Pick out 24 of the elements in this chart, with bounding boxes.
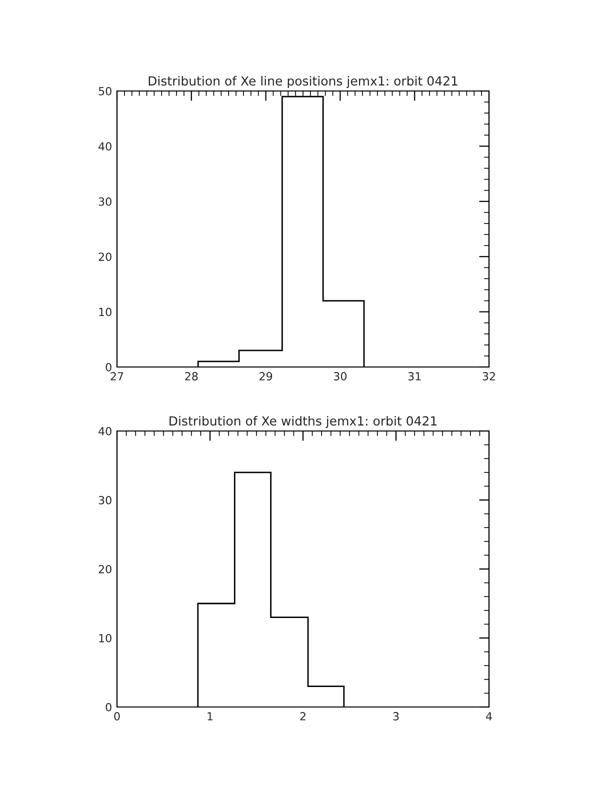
x-tick-label: 4: [486, 712, 492, 720]
x-tick-label: 0: [114, 712, 120, 720]
y-tick-label: 10: [99, 634, 112, 642]
y-tick-label: 0: [106, 362, 112, 372]
y-tick-label: 40: [98, 426, 112, 436]
x-tick-label: 31: [408, 372, 421, 380]
x-tick-label: 29: [260, 372, 272, 380]
x-tick-label: 28: [185, 372, 198, 380]
x-tick-label: 1: [208, 712, 213, 720]
y-tick-label: 20: [98, 564, 112, 574]
y-tick-label: 10: [99, 308, 112, 316]
y-tick-label: 20: [98, 252, 112, 261]
y-tick-label: 0: [106, 702, 112, 712]
chart-title: Distribution of Xe widths jemx1: orbit 0421: [170, 416, 436, 428]
x-tick-label: 2: [300, 712, 306, 720]
x-tick-label: 32: [482, 372, 495, 380]
y-tick-label: 30: [98, 197, 112, 206]
x-tick-label: 3: [393, 712, 399, 720]
y-tick-label: 30: [98, 496, 112, 504]
x-tick-label: 27: [110, 372, 124, 380]
x-tick-label: 30: [334, 372, 347, 380]
y-tick-label: 50: [98, 86, 112, 96]
chart-title: Distribution of Xe line positions jemx1: orbit 0421: [148, 76, 458, 88]
y-tick-label: 40: [98, 142, 112, 151]
